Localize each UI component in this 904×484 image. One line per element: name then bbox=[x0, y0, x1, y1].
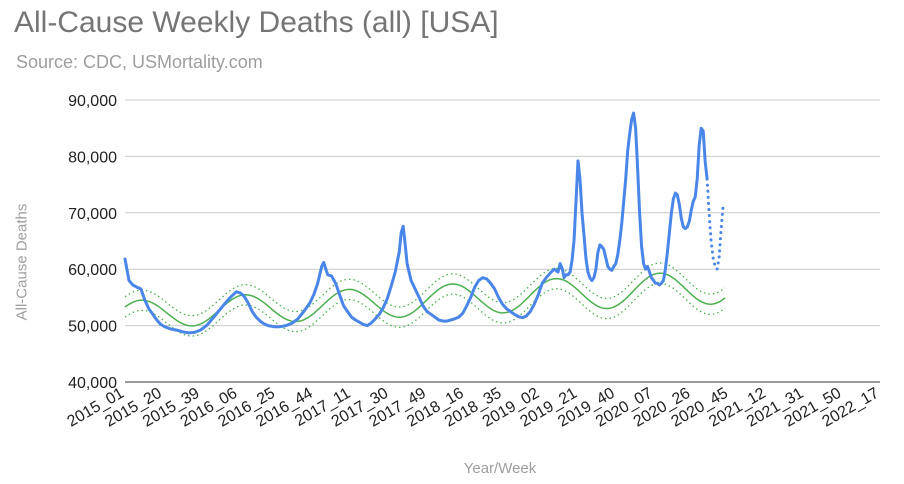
baseline-upper-band bbox=[124, 262, 726, 317]
y-tick-label: 50,000 bbox=[68, 319, 117, 336]
y-tick-label: 70,000 bbox=[68, 206, 117, 223]
y-tick-label: 90,000 bbox=[68, 93, 117, 110]
chart-subtitle: Source: CDC, USMortality.com bbox=[16, 52, 263, 72]
baseline-lower-band bbox=[124, 282, 726, 337]
x-axis-label: Year/Week bbox=[463, 460, 537, 477]
deaths-line bbox=[123, 111, 709, 335]
deaths-line-provisional bbox=[705, 177, 727, 271]
chart-title: All-Cause Weekly Deaths (all) [USA] bbox=[14, 6, 499, 39]
y-tick-label: 60,000 bbox=[68, 262, 117, 279]
y-tick-label: 80,000 bbox=[68, 149, 117, 166]
y-tick-label: 40,000 bbox=[68, 375, 117, 392]
